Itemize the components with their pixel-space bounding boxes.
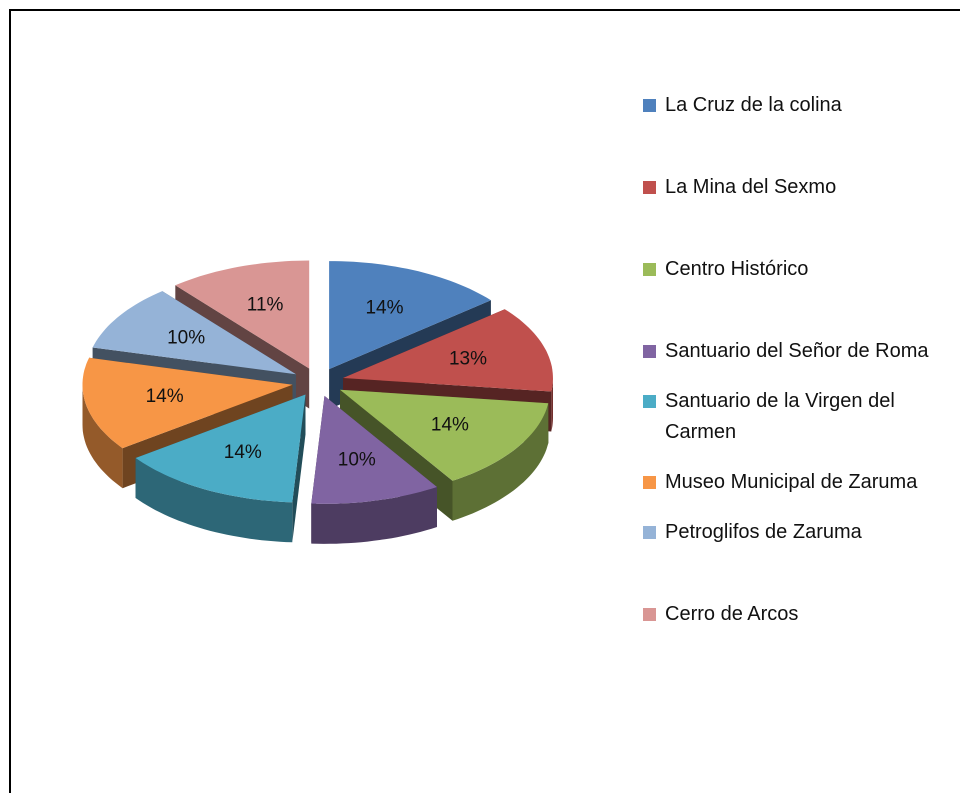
slice — [343, 309, 553, 392]
legend-swatch — [643, 263, 656, 276]
legend-label: La Mina del Sexmo — [665, 176, 837, 198]
legend-label: La Cruz de la colina — [665, 94, 842, 116]
legend-swatch — [643, 99, 656, 112]
slice-side — [452, 403, 549, 521]
data-label: 14% — [146, 386, 184, 407]
legend-label: Santuario de la Virgen del Carmen — [665, 390, 895, 443]
slice — [311, 395, 437, 504]
slice — [82, 357, 293, 449]
legend-entry: Centro Histórico — [643, 254, 948, 285]
legend-entry: Cerro de Arcos — [643, 599, 948, 630]
legend-label: Petroglifos de Zaruma — [665, 521, 862, 543]
slice-side — [551, 378, 553, 432]
data-label: 14% — [431, 415, 469, 436]
slice — [175, 260, 310, 369]
legend-entry: Santuario del Señor de Roma — [643, 336, 948, 367]
slice — [329, 261, 491, 370]
slice — [92, 291, 296, 375]
legend: La Cruz de la colina La Mina del Sexmo Cen… — [643, 90, 948, 630]
slice — [340, 389, 549, 481]
legend-label: Museo Municipal de Zaruma — [665, 471, 918, 493]
legend-swatch — [643, 395, 656, 408]
legend-entry: Santuario de la Virgen del Carmen — [643, 386, 948, 448]
legend-entry: La Mina del Sexmo — [643, 172, 948, 203]
legend-label: Centro Histórico — [665, 258, 809, 280]
legend-label: Santuario del Señor de Roma — [665, 340, 929, 362]
legend-entry: La Cruz de la colina — [643, 90, 948, 121]
data-label: 10% — [167, 328, 205, 349]
slice-side — [311, 487, 437, 544]
legend-swatch — [643, 608, 656, 621]
legend-swatch — [643, 181, 656, 194]
slice-side — [135, 458, 293, 543]
legend-entry: Petroglifos de Zaruma — [643, 517, 948, 548]
legend-swatch — [643, 476, 656, 489]
legend-swatch — [643, 526, 656, 539]
legend-swatch — [643, 345, 656, 358]
data-label: 13% — [449, 348, 487, 369]
data-label: 11% — [247, 295, 284, 316]
slice — [135, 394, 306, 503]
data-label: 14% — [224, 442, 262, 463]
slice-side — [82, 384, 123, 489]
legend-entry: Museo Municipal de Zaruma — [643, 467, 948, 498]
legend-label: Cerro de Arcos — [665, 603, 799, 625]
data-label: 14% — [365, 298, 403, 319]
data-label: 10% — [338, 450, 376, 471]
